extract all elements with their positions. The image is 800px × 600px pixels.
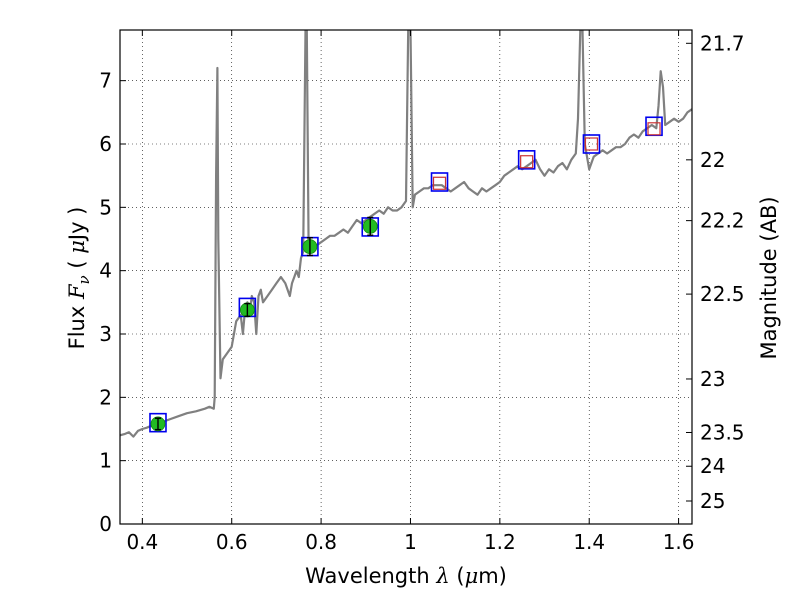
y2-tick-label: 25 [700, 489, 725, 513]
model-box [517, 150, 536, 170]
ir-point [584, 137, 599, 151]
x-tick-label: 0.6 [216, 530, 248, 554]
x-axis-label: Wavelength λ (μm) [305, 564, 507, 588]
y-tick-label: 2 [99, 385, 112, 409]
spectrum-series [120, 30, 692, 438]
y2-tick-label: 24 [700, 454, 725, 478]
ir-point [432, 176, 447, 190]
x-tick-label: 1 [404, 530, 417, 554]
plot-frame [119, 29, 693, 525]
y-tick-label: 1 [99, 449, 112, 473]
y-tick-label: 4 [99, 259, 112, 283]
axis-ticks: 0.4 0.6 0.8 1 1.2 1.4 1.60123456721.72222.222.… [99, 30, 745, 554]
y-tick-label: 5 [99, 195, 112, 219]
model-box [149, 412, 167, 433]
spectrum-line [120, 30, 692, 438]
y2-tick-label: 22 [700, 148, 725, 172]
y2-tick-label: 23 [700, 367, 725, 391]
y2-axis-label: Magnitude (AB) [757, 196, 781, 359]
model-box [430, 172, 449, 192]
x-tick-label: 0.8 [305, 530, 337, 554]
y2-tick-label: 23.5 [700, 420, 745, 444]
y-tick-label: 3 [99, 322, 112, 346]
ir-points [432, 122, 661, 190]
y-tick-label: 7 [99, 69, 112, 93]
photometry-points [150, 216, 378, 432]
y2-tick-label: 22.2 [700, 209, 745, 233]
y-axis-label: Flux Fν ( μJy ) [65, 207, 93, 350]
x-tick-label: 1.4 [573, 530, 605, 554]
ir-point [520, 155, 534, 169]
y-tick-label: 0 [99, 512, 112, 536]
model-box [582, 134, 601, 154]
y-tick-label: 6 [99, 132, 112, 156]
grid-lines [120, 30, 692, 525]
y2-tick-label: 21.7 [700, 31, 745, 55]
y2-tick-label: 22.5 [700, 282, 745, 306]
x-tick-label: 1.6 [663, 530, 695, 554]
x-tick-label: 1.2 [484, 530, 516, 554]
ir-point [647, 122, 661, 136]
x-tick-label: 0.4 [126, 530, 158, 554]
